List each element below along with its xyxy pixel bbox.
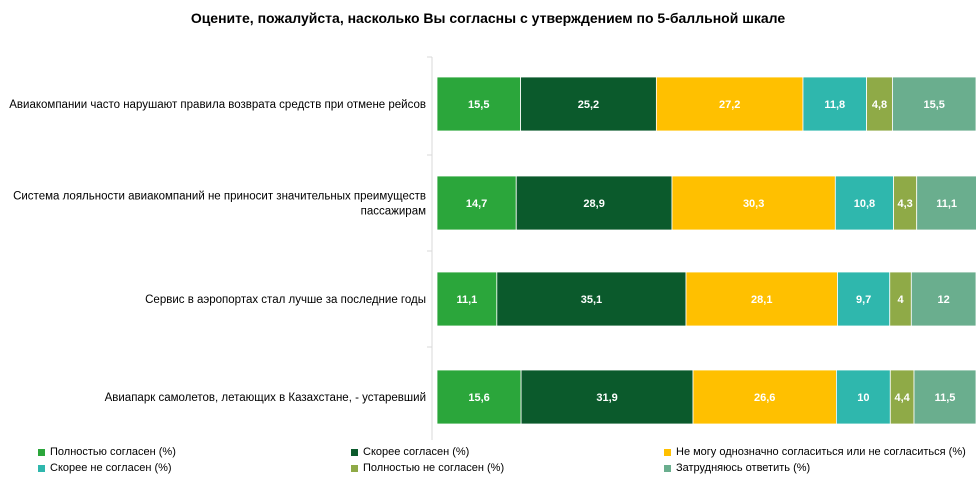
data-label: 4,3 [897,198,912,210]
category-label: пассажирам [361,206,426,218]
data-label: 12 [938,294,950,306]
data-label: 28,1 [751,294,772,306]
legend-item: Полностью не согласен (%) [351,462,664,474]
stacked-bar-chart: Авиакомпании часто нарушают правила возв… [9,56,976,440]
bar-segment [436,175,517,231]
legend: Полностью согласен (%) Скорее согласен (%… [38,446,968,474]
data-label: 10 [857,392,869,404]
chart-title: Оцените, пожалуйста, насколько Вы соглас… [190,10,786,26]
bars: 15,5 25,2 27,2 11,8 4,8 15,5 14,7 28,9 30,3 10,8 4… [436,76,976,425]
data-label: 31,9 [596,392,617,404]
category-label: Система лояльности авиакомпаний не прино… [13,191,426,203]
legend-item: Затрудняюсь ответить (%) [664,462,968,474]
bar-segment [436,369,522,425]
data-label: 28,9 [583,198,604,210]
legend-item: Скорее не согласен (%) [38,462,351,474]
bar-segment [671,175,836,231]
bar-segment [916,175,976,231]
data-label: 35,1 [581,294,602,306]
bar-segment [802,76,867,132]
bar-segment [515,175,673,231]
data-label: 11,8 [824,99,845,111]
bar-segment [892,76,976,132]
bar-segment [655,76,804,132]
data-label: 15,5 [468,99,489,111]
bar-segment [866,76,893,132]
data-label: 10,8 [854,198,875,210]
bar-segment [834,175,894,231]
bar-segment [496,271,687,327]
bar-segment [837,271,891,327]
legend-swatch [664,464,671,472]
legend-swatch [38,448,45,456]
bar-segment [913,369,976,425]
bar-segment [692,369,837,425]
data-label: 30,3 [743,198,764,210]
data-label: 15,5 [924,99,945,111]
data-label: 15,6 [468,392,489,404]
legend-swatch [351,464,358,472]
legend-label: Полностью согласен (%) [50,446,176,458]
data-label: 27,2 [719,99,740,111]
legend-item: Скорее согласен (%) [351,446,664,458]
data-label: 26,6 [754,392,775,404]
data-label: 11,5 [935,392,956,404]
data-label: 11,1 [936,198,957,210]
legend-swatch [664,448,671,456]
legend-swatch [38,464,45,472]
axis-layer [427,56,433,440]
legend-item: Не могу однозначно согласиться или не со… [664,446,968,458]
legend-label: Не могу однозначно согласиться или не со… [676,446,966,458]
bar-segment [835,369,891,425]
legend-label: Скорее согласен (%) [363,446,470,458]
data-label: 4,8 [872,99,887,111]
legend-label: Скорее не согласен (%) [50,462,172,474]
data-label: 9,7 [856,294,871,306]
bar-segment [520,76,657,132]
category-label: Сервис в аэропортах стал лучше за послед… [145,294,426,306]
data-label: 14,7 [466,198,487,210]
legend-item: Полностью согласен (%) [38,446,351,458]
bar-segment [520,369,694,425]
category-label: Авиакомпании часто нарушают правила возв… [9,99,426,111]
data-label: 25,2 [578,99,599,111]
bar-segment [685,271,838,327]
legend-label: Затрудняюсь ответить (%) [676,462,811,474]
category-label: Авиапарк самолетов, летающих в Казахстан… [105,392,426,404]
data-label: 4 [897,294,904,306]
legend-swatch [351,448,358,456]
bar-segment [910,271,976,327]
category-labels: Авиакомпании часто нарушают правила возв… [9,99,426,404]
data-label: 11,1 [457,294,478,306]
data-label: 4,4 [895,392,911,404]
legend-label: Полностью не согласен (%) [363,462,505,474]
